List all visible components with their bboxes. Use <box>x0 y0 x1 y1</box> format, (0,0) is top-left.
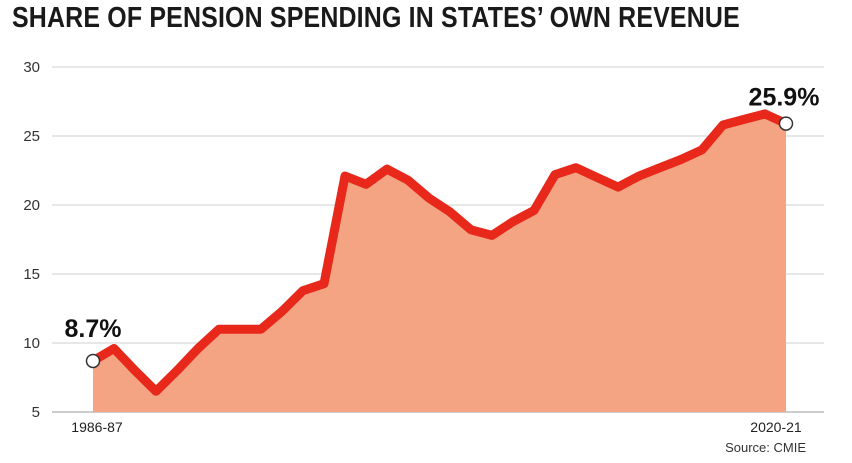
start-value-label: 8.7% <box>65 315 122 343</box>
start-marker <box>85 353 101 369</box>
source-note: Source: CMIE <box>725 440 806 455</box>
y-tick-label: 15 <box>23 266 40 283</box>
y-tick-label: 30 <box>23 59 40 76</box>
x-tick-label-first: 1986-87 <box>71 419 123 435</box>
y-tick-label: 5 <box>32 404 40 421</box>
y-axis: 5 10 15 20 25 30 <box>23 59 40 421</box>
y-tick-label: 25 <box>23 128 40 145</box>
end-marker <box>778 116 794 131</box>
y-tick-label: 10 <box>23 335 40 352</box>
chart-title: SHARE OF PENSION SPENDING IN STATES’ OWN… <box>12 2 740 34</box>
series-line <box>88 109 791 396</box>
x-tick-label-last: 2020-21 <box>750 419 802 435</box>
end-value-label: 25.9% <box>749 84 820 112</box>
y-tick-label: 20 <box>23 197 40 214</box>
